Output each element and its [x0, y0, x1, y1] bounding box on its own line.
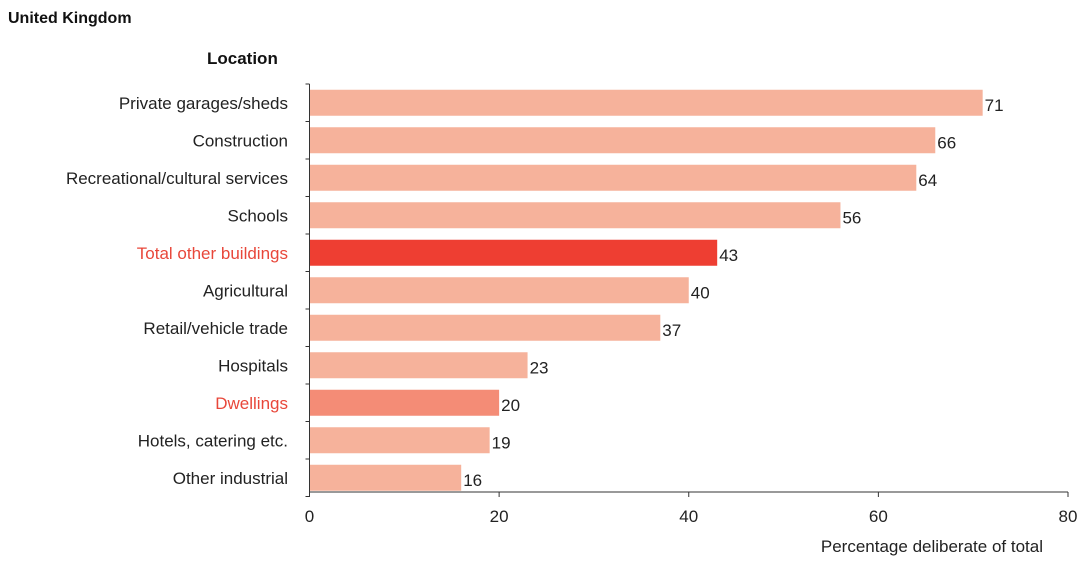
bar-retail-vehicle-trade: [309, 314, 661, 341]
value-label-other-industrial: 16: [463, 471, 482, 490]
category-label-construction: Construction: [193, 131, 288, 150]
chart-region-title: United Kingdom: [8, 10, 132, 27]
category-label-schools: Schools: [228, 206, 288, 225]
value-label-retail-vehicle-trade: 37: [662, 321, 681, 340]
x-tick-label-80: 80: [1059, 507, 1078, 526]
bar-recreational-cultural-services: [309, 164, 917, 191]
x-axis-title: Percentage deliberate of total: [820, 537, 1043, 556]
category-label-agricultural: Agricultural: [203, 281, 288, 300]
value-label-recreational-cultural-services: 64: [918, 171, 937, 190]
category-label-hotels-catering-etc: Hotels, catering etc.: [138, 431, 288, 450]
value-label-construction: 66: [937, 133, 956, 152]
x-tick-label-40: 40: [679, 507, 698, 526]
x-tick-label-0: 0: [305, 507, 314, 526]
value-label-schools: 56: [842, 208, 861, 227]
x-tick-label-60: 60: [869, 507, 888, 526]
category-label-other-industrial: Other industrial: [173, 469, 288, 488]
bar-private-garages-sheds: [309, 89, 983, 116]
category-label-dwellings: Dwellings: [215, 394, 288, 413]
bar-hotels-catering-etc: [309, 427, 490, 454]
category-label-recreational-cultural-services: Recreational/cultural services: [66, 169, 288, 188]
bar-hospitals: [309, 352, 528, 379]
category-label-private-garages-sheds: Private garages/sheds: [119, 94, 288, 113]
category-label-total-other-buildings: Total other buildings: [137, 244, 288, 263]
bar-construction: [309, 127, 936, 154]
category-label-hospitals: Hospitals: [218, 356, 288, 375]
category-label-retail-vehicle-trade: Retail/vehicle trade: [143, 319, 288, 338]
bar-schools: [309, 202, 841, 229]
y-axis-title: Location: [207, 49, 278, 68]
value-label-private-garages-sheds: 71: [985, 96, 1004, 115]
bar-agricultural: [309, 277, 689, 304]
value-label-agricultural: 40: [691, 283, 710, 302]
value-label-hospitals: 23: [530, 358, 549, 377]
value-label-dwellings: 20: [501, 396, 520, 415]
value-label-total-other-buildings: 43: [719, 246, 738, 265]
x-tick-label-20: 20: [490, 507, 509, 526]
bar-other-industrial: [309, 464, 462, 491]
bar-dwellings: [309, 389, 500, 416]
bar-total-other-buildings: [309, 239, 718, 266]
value-label-hotels-catering-etc: 19: [492, 433, 511, 452]
